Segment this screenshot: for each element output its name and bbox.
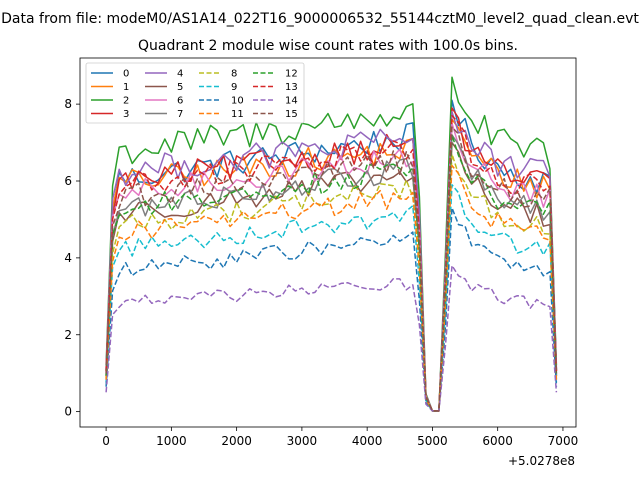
figure-suptitle: Data from file: modeM0/AS1A14_022T16_900… xyxy=(1,11,639,27)
x-tick-label: 7000 xyxy=(548,434,579,448)
y-tick-label: 8 xyxy=(64,97,72,111)
series-line-13 xyxy=(105,114,558,412)
legend-label-14: 14 xyxy=(285,96,298,107)
series-line-7 xyxy=(105,134,558,412)
y-tick-label: 2 xyxy=(64,328,72,342)
x-tick-label: 5000 xyxy=(417,434,448,448)
legend-box xyxy=(85,62,305,124)
series-line-2 xyxy=(105,76,558,412)
series-line-12 xyxy=(105,134,558,412)
y-axis: 0 2 4 6 8 xyxy=(64,97,80,419)
axes-frame xyxy=(79,57,577,428)
legend-label-4: 4 xyxy=(177,69,183,80)
legend-label-5: 5 xyxy=(177,82,183,93)
x-tick-label: 2000 xyxy=(221,434,252,448)
legend-label-13: 13 xyxy=(285,82,298,93)
legend-label-1: 1 xyxy=(123,82,129,93)
x-tick-label: 6000 xyxy=(482,434,513,448)
series-line-15 xyxy=(105,126,558,412)
x-tick-label: 1000 xyxy=(156,434,187,448)
legend-label-10: 10 xyxy=(231,96,244,107)
legend-label-0: 0 xyxy=(123,69,129,80)
series-line-4 xyxy=(105,111,558,412)
series-line-8 xyxy=(105,153,558,412)
y-tick-label: 6 xyxy=(64,174,72,188)
series-line-10 xyxy=(105,207,558,412)
y-tick-label: 4 xyxy=(64,251,72,265)
x-tick-label: 3000 xyxy=(287,434,318,448)
legend-label-12: 12 xyxy=(285,69,298,80)
legend-label-11: 11 xyxy=(231,109,244,120)
legend-label-15: 15 xyxy=(285,109,298,120)
y-tick-label: 0 xyxy=(64,405,72,419)
legend-label-2: 2 xyxy=(123,96,129,107)
x-tick-label: 0 xyxy=(102,434,110,448)
x-axis: 0 1000 2000 3000 4000 5000 6000 7000 xyxy=(102,427,578,448)
legend-label-7: 7 xyxy=(177,109,183,120)
x-offset-label: +5.0278e8 xyxy=(508,454,575,468)
series-line-11 xyxy=(105,164,558,412)
legend-label-3: 3 xyxy=(123,109,129,120)
series-line-5 xyxy=(105,141,558,412)
legend-label-6: 6 xyxy=(177,96,183,107)
chart-title: Quadrant 2 module wise count rates with … xyxy=(138,38,518,54)
legend-label-9: 9 xyxy=(231,82,237,93)
series-line-6 xyxy=(105,122,558,412)
series-line-14 xyxy=(105,264,558,412)
series-line-9 xyxy=(105,184,558,412)
legend-label-8: 8 xyxy=(231,69,237,80)
x-tick-label: 4000 xyxy=(352,434,383,448)
plot-area xyxy=(79,57,577,428)
